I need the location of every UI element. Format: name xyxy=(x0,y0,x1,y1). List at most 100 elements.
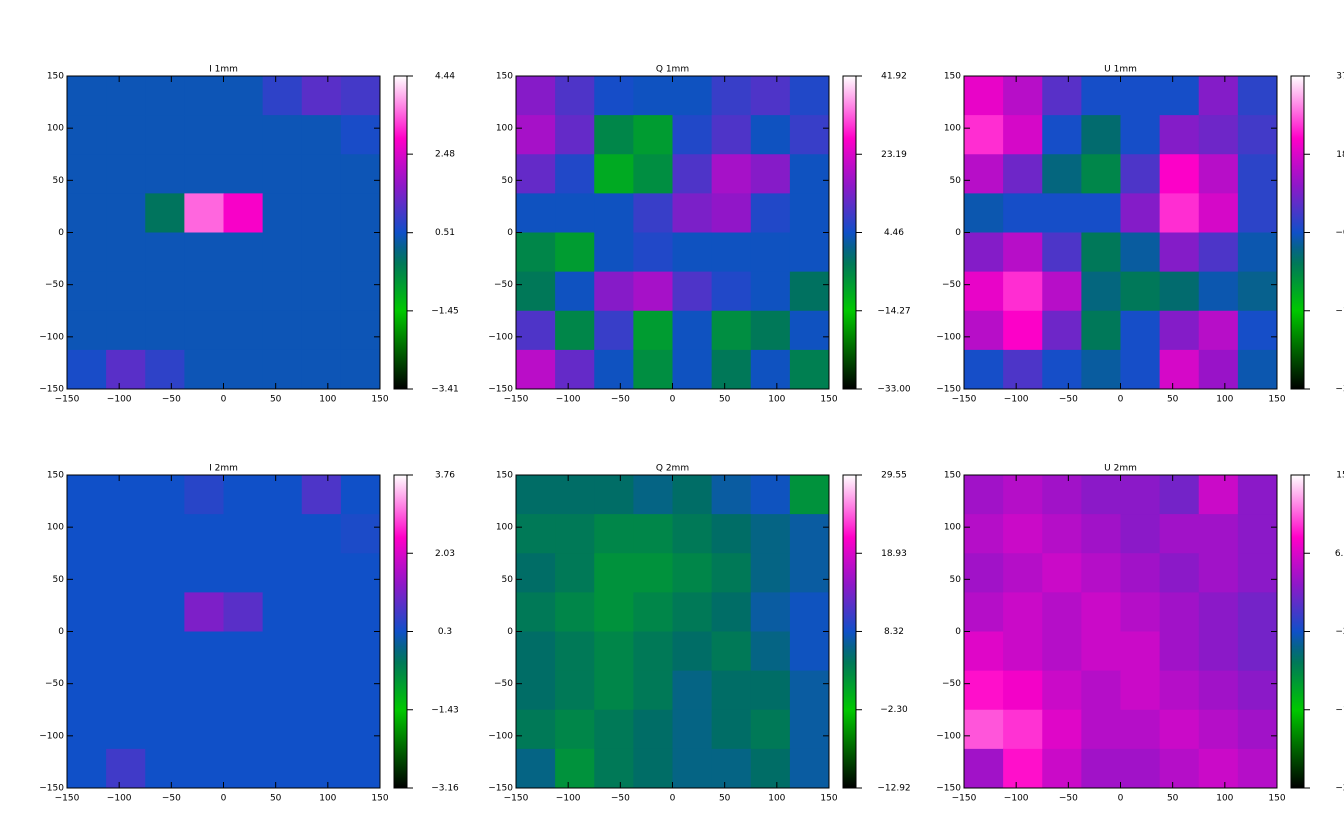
heatmap-cell xyxy=(633,271,673,312)
heatmap-cell xyxy=(789,631,830,672)
colorbar-tick-label: 18.93 xyxy=(881,549,907,559)
y-tick-label: 150 xyxy=(944,471,961,481)
y-tick-label: −100 xyxy=(936,731,961,741)
heatmap-cell xyxy=(1159,193,1200,233)
heatmap-cell xyxy=(67,514,107,554)
heatmap-cell xyxy=(1198,193,1239,233)
heatmap-cell xyxy=(262,592,303,632)
heatmap-cell xyxy=(711,670,752,711)
y-tick-label: 150 xyxy=(496,471,513,481)
colorbar-tick-label: 8.32 xyxy=(884,627,904,637)
heatmap-cell xyxy=(1081,349,1121,390)
heatmap-cell xyxy=(516,310,556,351)
heatmap-cell xyxy=(516,271,556,312)
heatmap-cell xyxy=(145,193,185,233)
heatmap-cell xyxy=(1198,232,1239,273)
heatmap-cell xyxy=(555,115,595,155)
heatmap-cell xyxy=(750,232,791,273)
y-tick-label: 150 xyxy=(944,72,961,82)
heatmap-cell xyxy=(67,748,107,789)
heatmap-cell xyxy=(67,592,107,632)
heatmap-cell xyxy=(555,271,595,312)
heatmap-cell xyxy=(301,514,342,554)
heatmap-cell xyxy=(516,748,556,789)
heatmap-cell xyxy=(964,310,1004,351)
x-tick-label: 50 xyxy=(270,395,282,405)
heatmap-cell xyxy=(711,154,752,194)
heatmap-cell xyxy=(1003,193,1043,233)
heatmap-cell xyxy=(1081,748,1121,789)
heatmap-cell xyxy=(1159,154,1200,194)
heatmap-cell xyxy=(1198,514,1239,554)
heatmap-cell xyxy=(964,709,1004,750)
heatmap-cell xyxy=(672,592,713,632)
heatmap-cell xyxy=(67,709,107,750)
heatmap-cell xyxy=(633,670,673,711)
heatmap-cell xyxy=(1081,232,1121,273)
colorbar-tick-label: 6.7 xyxy=(1335,549,1344,559)
heatmap-cell xyxy=(633,592,673,632)
heatmap-cell xyxy=(711,514,752,554)
y-tick-label: 0 xyxy=(58,228,64,238)
heatmap-cell xyxy=(1120,76,1161,116)
heatmap-cell xyxy=(262,193,303,233)
colorbar xyxy=(393,474,408,789)
heatmap-cell xyxy=(750,271,791,312)
heatmap-cell xyxy=(340,349,381,390)
heatmap-cell xyxy=(184,349,224,390)
heatmap-cell xyxy=(555,193,595,233)
heatmap-cell xyxy=(1198,154,1239,194)
heatmap-cell xyxy=(594,76,634,116)
heatmap-cell xyxy=(1120,475,1161,515)
heatmap-cell xyxy=(1003,475,1043,515)
heatmap-cell xyxy=(1042,232,1082,273)
heatmap-cell xyxy=(1237,193,1278,233)
heatmap-cell xyxy=(594,709,634,750)
heatmap-cell xyxy=(711,349,752,390)
heatmap-cell xyxy=(1198,115,1239,155)
colorbar xyxy=(842,75,857,390)
colorbar-tick-label: −1 xyxy=(1335,705,1344,715)
heatmap-cell xyxy=(711,115,752,155)
heatmap-cell xyxy=(106,709,146,750)
x-tick-label: 50 xyxy=(1167,794,1179,804)
y-tick-label: −150 xyxy=(936,385,961,395)
heatmap-cell xyxy=(594,475,634,515)
heatmap-cell xyxy=(301,193,342,233)
heatmap-cell xyxy=(1081,310,1121,351)
heatmap-cell xyxy=(516,475,556,515)
heatmap-cell xyxy=(1042,310,1082,351)
heatmap-cell xyxy=(301,115,342,155)
heatmap-cell xyxy=(184,310,224,351)
heatmap-cell xyxy=(672,553,713,593)
heatmap-cell xyxy=(301,271,342,312)
heatmap-cell xyxy=(301,709,342,750)
heatmap-cell xyxy=(594,271,634,312)
x-tick-label: −150 xyxy=(55,395,80,405)
x-tick-label: −150 xyxy=(504,395,529,405)
heatmap-cell xyxy=(964,349,1004,390)
heatmap-cell xyxy=(789,670,830,711)
heatmap-cell xyxy=(1120,709,1161,750)
heatmap-cell xyxy=(516,193,556,233)
heatmap-cell xyxy=(1003,310,1043,351)
heatmap-cell xyxy=(789,76,830,116)
y-tick-label: 150 xyxy=(496,72,513,82)
heatmap-cell xyxy=(301,748,342,789)
heatmap-cell xyxy=(1120,232,1161,273)
heatmap-cell xyxy=(301,310,342,351)
colorbar-tick-label: 2.48 xyxy=(435,150,455,160)
heatmap-cell xyxy=(711,271,752,312)
y-tick-label: 50 xyxy=(950,575,962,585)
heatmap-cell xyxy=(555,631,595,672)
colorbar-tick-label: −33.00 xyxy=(877,385,911,395)
heatmap-cell xyxy=(633,709,673,750)
colorbar-tick-label: −2 xyxy=(1335,784,1344,794)
heatmap-cell xyxy=(1003,670,1043,711)
heatmap-cell xyxy=(223,748,264,789)
y-tick-label: −50 xyxy=(942,280,961,290)
heatmap-cell xyxy=(340,670,381,711)
x-tick-label: 50 xyxy=(719,395,731,405)
heatmap-cell xyxy=(555,553,595,593)
y-tick-label: −100 xyxy=(488,332,513,342)
